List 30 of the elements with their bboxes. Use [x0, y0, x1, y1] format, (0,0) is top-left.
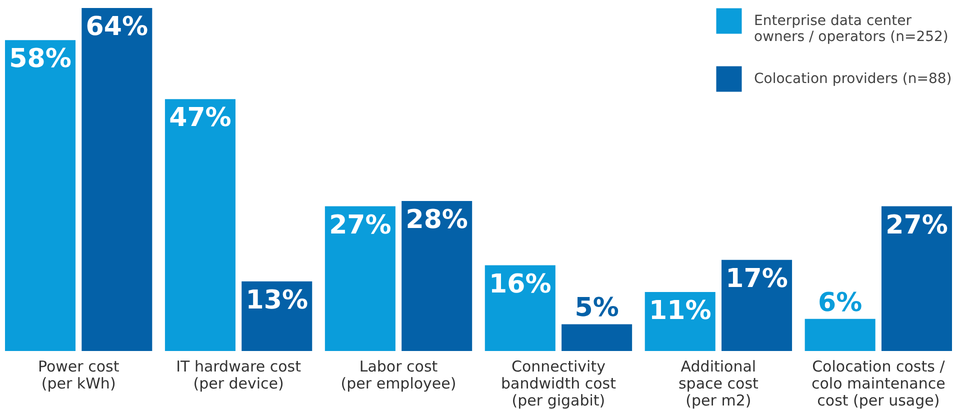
x-tick-label: IT hardware cost (per device): [176, 358, 302, 392]
data-label: 27%: [329, 210, 392, 240]
data-label: 47%: [169, 103, 232, 134]
data-label: 17%: [726, 264, 788, 294]
data-label: 16%: [489, 269, 552, 300]
data-label: 6%: [818, 288, 862, 318]
x-tick-label: Power cost (per kWh): [38, 358, 120, 392]
bar: [324, 206, 396, 351]
data-label: 58%: [9, 44, 72, 74]
x-tick-label: Labor cost (per employee): [340, 358, 456, 392]
bar: [5, 40, 76, 351]
bar: [722, 260, 792, 351]
x-tick-label: Colocation costs / colo maintenance cost (per usage): [812, 358, 946, 410]
legend-label: Enterprise data center owners / operators (n=252): [754, 13, 948, 45]
data-label: 64%: [86, 12, 148, 42]
x-tick-label: Connectivity bandwidth cost (per gigabit): [500, 358, 616, 410]
bar: [484, 265, 556, 351]
bar: [881, 206, 952, 351]
bar: [562, 324, 632, 351]
data-label: 11%: [649, 296, 712, 326]
bar: [804, 318, 876, 351]
legend-label: Colocation providers (n=88): [754, 71, 952, 87]
data-label: 27%: [886, 210, 948, 240]
data-label: 5%: [574, 293, 619, 324]
data-label: 28%: [406, 204, 468, 235]
data-label: 13%: [246, 285, 308, 316]
bar: [164, 99, 236, 351]
x-tick-label: Additional space cost (per m2): [678, 358, 759, 410]
bar: [402, 200, 472, 351]
bar: [82, 8, 152, 351]
